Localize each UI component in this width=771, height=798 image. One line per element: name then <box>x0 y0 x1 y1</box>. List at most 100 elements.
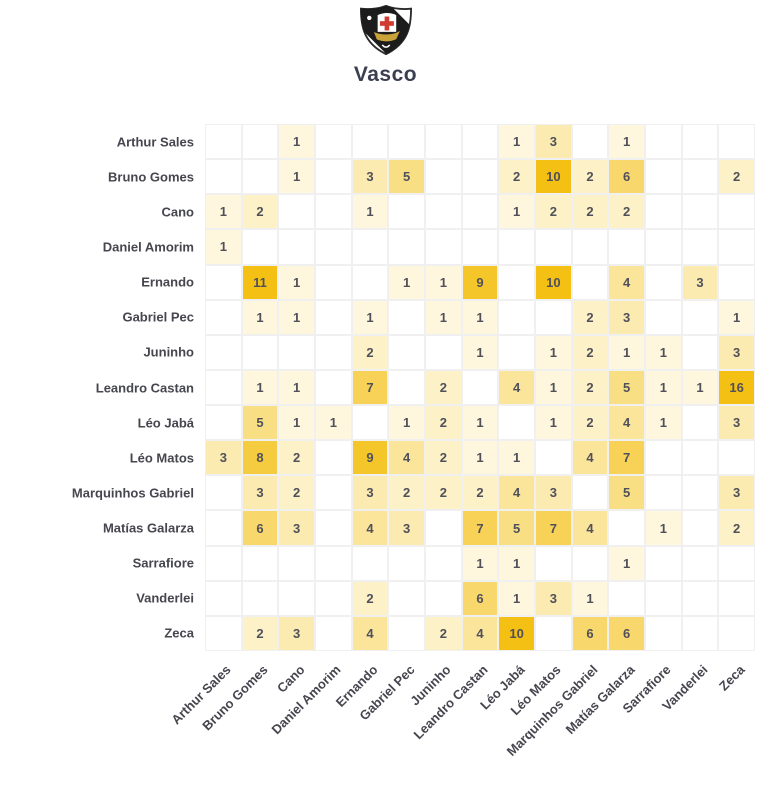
heatmap-cell <box>389 370 424 405</box>
cell-value: 2 <box>256 204 264 220</box>
cell-value: 3 <box>366 169 374 185</box>
cell-value: 8 <box>256 450 264 466</box>
cell-value: 1 <box>696 379 704 395</box>
heatmap-cell <box>719 125 754 159</box>
cell-value: 7 <box>366 379 374 395</box>
heatmap-cell <box>206 160 241 194</box>
heatmap-cell <box>316 265 351 299</box>
y-axis-label: Matías Galarza <box>102 520 194 536</box>
heatmap-cell: 6 <box>462 581 498 615</box>
heatmap-cell: 1 <box>389 406 424 440</box>
heatmap-cell <box>352 406 388 440</box>
heatmap-cell: 1 <box>279 370 314 405</box>
cell-value: 1 <box>219 204 227 220</box>
heatmap-cell: 3 <box>536 476 571 510</box>
cell-value: 4 <box>586 450 594 466</box>
page-title: Vasco <box>353 63 418 86</box>
cell-value: 10 <box>546 274 561 290</box>
heatmap-cell: 2 <box>572 370 608 405</box>
cell-value: 3 <box>549 590 557 606</box>
cell-value: 1 <box>403 415 411 431</box>
cell-value: 1 <box>513 204 521 220</box>
cell-value: 2 <box>439 625 447 641</box>
heatmap-cell <box>279 581 314 615</box>
heatmap-cell: 6 <box>609 160 644 194</box>
heatmap-cell <box>719 265 754 299</box>
heatmap-cell <box>206 511 241 545</box>
cell-value: 1 <box>659 379 667 395</box>
heatmap-cell <box>536 441 571 475</box>
cell-value: 3 <box>219 450 227 466</box>
heatmap-cell: 2 <box>242 616 278 650</box>
heatmap-cell: 4 <box>389 441 424 475</box>
heatmap-cell <box>682 230 718 264</box>
heatmap-cell: 1 <box>316 406 351 440</box>
cell-value: 1 <box>476 309 484 325</box>
heatmap-cell: 2 <box>242 195 278 229</box>
heatmap-cell: 1 <box>536 335 571 369</box>
cell-value: 2 <box>513 169 521 185</box>
heatmap-cell: 3 <box>242 476 278 510</box>
heatmap-cell <box>499 230 534 264</box>
heatmap-cell <box>242 581 278 615</box>
heatmap-grid: 1 1 3 1 1 3 5 2 10 2 6 2 1 2 1 1 2 2 2 1 11 1 1 1 9 10 4 3 1 1 1 1 1 2 3 1 2… <box>205 124 755 651</box>
heatmap-cell <box>426 160 461 194</box>
heatmap-cell <box>352 265 388 299</box>
heatmap-cell: 7 <box>536 511 571 545</box>
cell-value: 2 <box>586 379 594 395</box>
heatmap-cell <box>389 616 424 650</box>
cell-value: 1 <box>549 344 557 360</box>
heatmap-cell: 1 <box>536 406 571 440</box>
heatmap-cell <box>572 546 608 580</box>
heatmap-cell: 1 <box>389 265 424 299</box>
heatmap-cell <box>646 441 681 475</box>
heatmap-cell <box>316 581 351 615</box>
heatmap-cell <box>316 616 351 650</box>
cell-value: 2 <box>476 485 484 501</box>
heatmap-cell: 1 <box>646 406 681 440</box>
heatmap-cell <box>389 581 424 615</box>
heatmap-cell: 2 <box>572 160 608 194</box>
cell-value: 4 <box>586 520 594 536</box>
heatmap-cell <box>609 230 644 264</box>
cell-value: 1 <box>733 309 741 325</box>
crest-hull <box>373 30 400 42</box>
cell-value: 5 <box>623 379 631 395</box>
heatmap-cell: 1 <box>462 441 498 475</box>
heatmap-cell <box>426 195 461 229</box>
cell-value: 1 <box>439 274 447 290</box>
heatmap-cell: 2 <box>719 160 754 194</box>
heatmap-cell: 1 <box>609 125 644 159</box>
heatmap-cell <box>389 335 424 369</box>
cell-value: 1 <box>513 134 521 150</box>
heatmap-cell: 5 <box>609 370 644 405</box>
heatmap-cell <box>572 476 608 510</box>
heatmap-cell <box>206 335 241 369</box>
heatmap-cell: 3 <box>206 441 241 475</box>
heatmap-cell <box>646 616 681 650</box>
cell-value: 2 <box>439 485 447 501</box>
heatmap-cell: 9 <box>462 265 498 299</box>
heatmap-cell <box>682 511 718 545</box>
cell-value: 1 <box>513 555 521 571</box>
heatmap-cell <box>316 230 351 264</box>
cell-value: 1 <box>366 204 374 220</box>
heatmap-cell <box>682 160 718 194</box>
cell-value: 3 <box>623 309 631 325</box>
heatmap-cell <box>719 195 754 229</box>
cell-value: 1 <box>623 134 631 150</box>
cell-value: 7 <box>549 520 557 536</box>
heatmap-cell: 3 <box>279 616 314 650</box>
cell-value: 1 <box>623 555 631 571</box>
heatmap-cell <box>462 195 498 229</box>
cell-value: 5 <box>513 520 521 536</box>
heatmap-cell <box>646 300 681 334</box>
heatmap-cell <box>316 370 351 405</box>
cell-value: 4 <box>366 520 374 536</box>
heatmap-cell: 4 <box>609 265 644 299</box>
heatmap-cell: 1 <box>536 370 571 405</box>
heatmap-cell: 3 <box>536 581 571 615</box>
heatmap-cell <box>682 335 718 369</box>
heatmap-cell: 3 <box>352 476 388 510</box>
cell-value: 1 <box>549 415 557 431</box>
